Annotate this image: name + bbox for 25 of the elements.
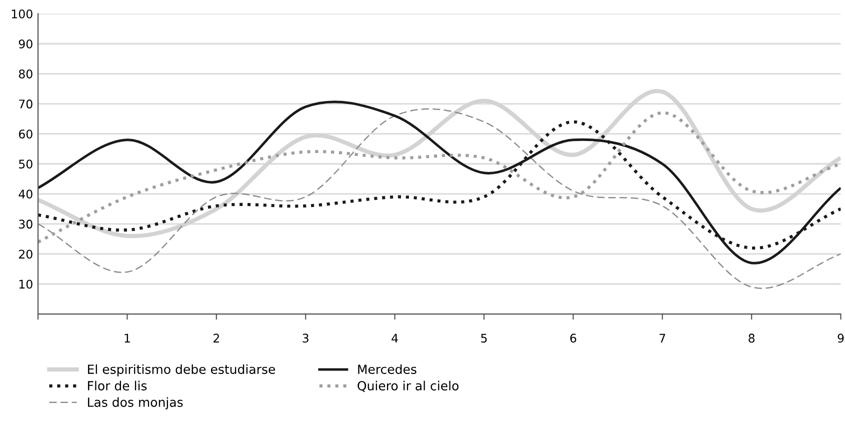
x-tick-label: 4 bbox=[392, 334, 398, 342]
x-tick-label: 6 bbox=[570, 334, 576, 343]
legend-label: Las dos monjas bbox=[88, 397, 183, 410]
y-tick-label: 60 bbox=[18, 130, 32, 138]
y-tick-label: 40 bbox=[18, 190, 32, 199]
legend-label: Mercedes bbox=[358, 364, 416, 374]
x-tick-label: 7 bbox=[660, 334, 666, 342]
x-tick-label: 1 bbox=[124, 334, 130, 342]
y-tick-label: 30 bbox=[19, 220, 32, 229]
line-series bbox=[38, 90, 841, 238]
y-tick-label: 10 bbox=[19, 280, 32, 289]
x-tick-label: 3 bbox=[302, 334, 308, 343]
legend-label: Flor de lis bbox=[88, 380, 147, 390]
x-tick-label: 8 bbox=[748, 334, 755, 343]
y-tick-label: 90 bbox=[18, 39, 32, 48]
legend-label: Quiero ir al cielo bbox=[358, 380, 459, 392]
y-tick-label: 20 bbox=[19, 250, 32, 259]
x-tick-label: 2 bbox=[214, 334, 219, 342]
y-tick-label: 80 bbox=[18, 70, 32, 78]
y-tick-label: 70 bbox=[19, 100, 32, 108]
y-tick-label: 50 bbox=[19, 160, 32, 169]
x-tick-label: 5 bbox=[481, 334, 487, 343]
legend-label: El espiritismo debe estudiarse bbox=[88, 364, 276, 376]
x-tick-label: 9 bbox=[838, 334, 844, 343]
y-tick-label: 100 bbox=[12, 9, 32, 18]
